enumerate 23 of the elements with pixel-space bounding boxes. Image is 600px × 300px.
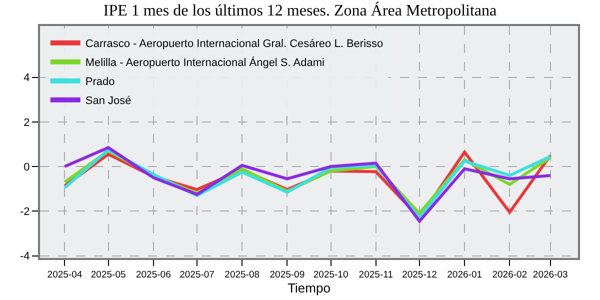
legend-label: Prado: [85, 76, 115, 88]
x-tick-label: 2025-11: [358, 269, 393, 280]
chart-title: IPE 1 mes de los últimos 12 meses. Zona Área Metropolitana: [103, 2, 497, 20]
x-tick-label: 2025-12: [402, 269, 437, 280]
legend-label: Carrasco - Aeropuerto Internacional Gral. Cesáreo L. Berisso: [85, 38, 384, 50]
legend-label: Melilla - Aeropuerto Internacional Ángel S. Adami: [85, 56, 324, 70]
legend-label: San José: [85, 95, 132, 108]
x-axis-title: Tiempo: [288, 280, 330, 296]
x-tick-label: 2025-07: [180, 269, 214, 280]
x-tick-label: 2025-08: [224, 269, 260, 280]
x-tick-label: 2026-02: [492, 269, 528, 280]
x-tick-label: 2026-03: [532, 269, 568, 280]
x-tick-label: 2025-09: [270, 269, 305, 280]
y-tick-label: -4: [20, 250, 30, 263]
y-tick-label: 2: [24, 116, 30, 129]
y-tick-label: 4: [24, 72, 30, 84]
y-tick-label: 0: [24, 161, 30, 174]
x-tick-label: 2025-04: [47, 269, 82, 280]
x-tick-label: 2025-10: [313, 269, 348, 280]
x-tick-label: 2025-06: [136, 269, 171, 280]
y-tick-label: -2: [20, 206, 30, 218]
x-tick-label: 2025-05: [90, 269, 126, 280]
x-tick-label: 2026-01: [447, 269, 482, 280]
